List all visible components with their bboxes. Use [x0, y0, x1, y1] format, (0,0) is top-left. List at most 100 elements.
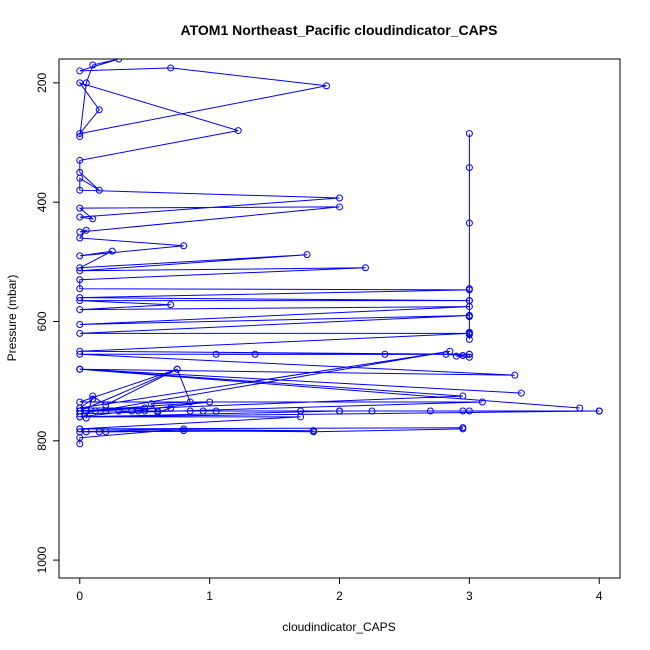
- data-point: [95, 106, 103, 114]
- data-point: [234, 127, 242, 135]
- y-axis: 200 400 600 800 1000: [35, 73, 59, 573]
- y-axis-label: Pressure (mbar): [5, 275, 19, 362]
- data-point: [76, 350, 84, 358]
- data-point: [452, 352, 460, 360]
- data-point: [251, 350, 259, 358]
- data-point: [336, 203, 343, 211]
- data-point: [465, 297, 473, 305]
- data-point: [465, 219, 473, 227]
- data-point: [459, 351, 467, 359]
- data-point: [89, 61, 97, 69]
- data-point: [76, 297, 84, 305]
- chart-title: ATOM1 Northeast_Pacific cloudindicator_C…: [181, 22, 498, 38]
- data-point: [76, 320, 84, 328]
- y-tick-label-3: 800: [35, 430, 49, 450]
- data-point: [115, 407, 123, 415]
- data-point: [517, 389, 525, 397]
- data-point: [76, 130, 84, 138]
- data-point: [76, 156, 84, 164]
- data-point: [426, 407, 434, 415]
- data-point: [76, 440, 84, 448]
- data-point: [76, 285, 84, 293]
- data-point: [147, 400, 155, 408]
- data-point: [76, 365, 84, 373]
- y-tick-label-2: 600: [35, 311, 49, 331]
- y-tick-label-1: 400: [35, 192, 49, 212]
- data-point: [76, 79, 84, 87]
- data-point: [336, 407, 343, 415]
- data-point: [297, 407, 305, 415]
- data-point: [76, 329, 84, 337]
- data-point: [76, 186, 84, 194]
- data-point: [82, 226, 90, 234]
- data-point: [199, 407, 207, 415]
- data-point: [478, 398, 486, 406]
- x-axis-label: cloudindicator_CAPS: [282, 620, 395, 634]
- x-axis: 0 1 2 3 4: [76, 578, 603, 603]
- data-point: [180, 427, 188, 435]
- data-point: [95, 186, 103, 194]
- data-point: [167, 301, 175, 309]
- x-tick-label-0: 0: [76, 589, 83, 603]
- data-point: [368, 407, 376, 415]
- data-point: [212, 350, 220, 358]
- data-point: [82, 428, 90, 436]
- data-point: [82, 407, 90, 415]
- data-point: [76, 306, 84, 314]
- x-tick-label-2: 2: [336, 589, 343, 603]
- data-point: [76, 234, 84, 242]
- data-point: [303, 251, 311, 259]
- data-point: [442, 350, 450, 358]
- data-point: [76, 204, 84, 212]
- data-point: [465, 353, 473, 361]
- data-point: [186, 407, 194, 415]
- data-point: [173, 365, 181, 373]
- data-point: [465, 164, 473, 172]
- data-point: [310, 428, 318, 436]
- data-point: [76, 425, 84, 433]
- data-point: [141, 407, 149, 415]
- data-point: [361, 264, 369, 272]
- data-point: [115, 59, 123, 63]
- data-point: [76, 213, 84, 221]
- data-point: [82, 414, 90, 422]
- data-point: [465, 407, 473, 415]
- data-point: [206, 398, 214, 406]
- data-point: [89, 215, 97, 223]
- data-point: [381, 350, 389, 358]
- x-tick-label-1: 1: [206, 589, 213, 603]
- series-line-0: [78, 59, 600, 444]
- data-point: [154, 408, 162, 416]
- data-point: [76, 276, 84, 284]
- data-point: [108, 247, 116, 255]
- data-point: [336, 194, 343, 202]
- data-point: [102, 401, 110, 409]
- data-point: [212, 407, 220, 415]
- data-point: [465, 350, 473, 358]
- data-point: [76, 404, 84, 412]
- data-point: [465, 328, 473, 336]
- data-point: [76, 267, 84, 275]
- data-point: [167, 64, 175, 72]
- y-tick-label-4: 1000: [35, 546, 49, 573]
- data-point: [323, 82, 331, 90]
- data-point: [76, 347, 84, 355]
- data-point: [595, 407, 603, 415]
- data-point: [459, 392, 467, 400]
- data-point: [91, 407, 99, 415]
- x-tick-label-3: 3: [466, 589, 473, 603]
- plot-area: [76, 59, 603, 448]
- data-point: [76, 133, 84, 141]
- x-tick-label-4: 4: [596, 589, 603, 603]
- data-point: [186, 398, 194, 406]
- data-point: [102, 428, 110, 436]
- data-point: [89, 392, 97, 400]
- data-point: [465, 130, 473, 138]
- data-point: [180, 242, 188, 250]
- data-point: [465, 331, 473, 339]
- data-point: [511, 371, 519, 379]
- data-point: [76, 174, 84, 182]
- data-point: [76, 413, 84, 421]
- data-point: [76, 294, 84, 302]
